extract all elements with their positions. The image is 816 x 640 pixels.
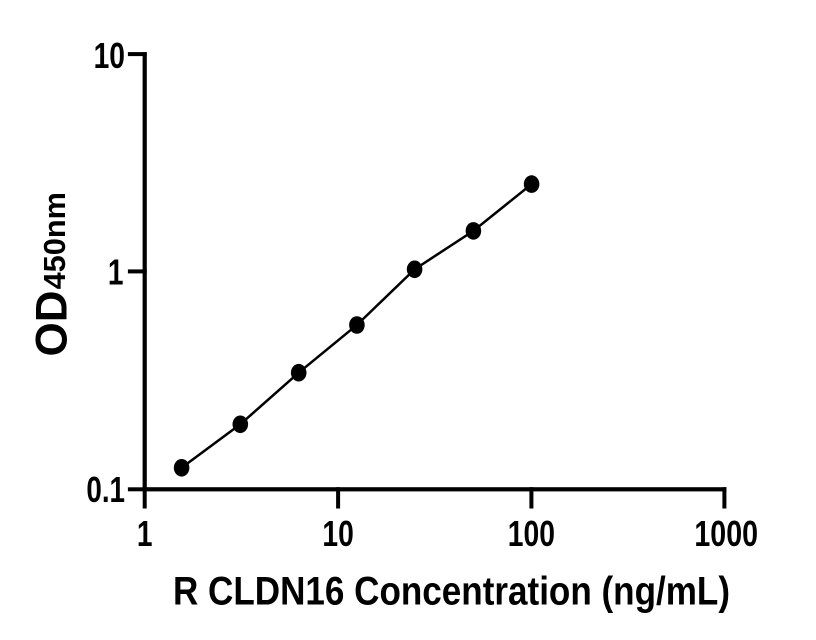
svg-text:10: 10 (94, 35, 125, 76)
svg-text:R CLDN16 Concentration (ng/mL): R CLDN16 Concentration (ng/mL) (173, 569, 730, 614)
svg-text:450nm: 450nm (37, 192, 72, 289)
svg-text:100: 100 (508, 513, 555, 554)
svg-text:OD: OD (28, 291, 77, 357)
svg-text:1: 1 (108, 251, 124, 292)
svg-text:1: 1 (137, 513, 153, 554)
svg-text:0.1: 0.1 (86, 469, 125, 510)
svg-text:1000: 1000 (694, 513, 758, 554)
svg-text:10: 10 (322, 513, 353, 554)
